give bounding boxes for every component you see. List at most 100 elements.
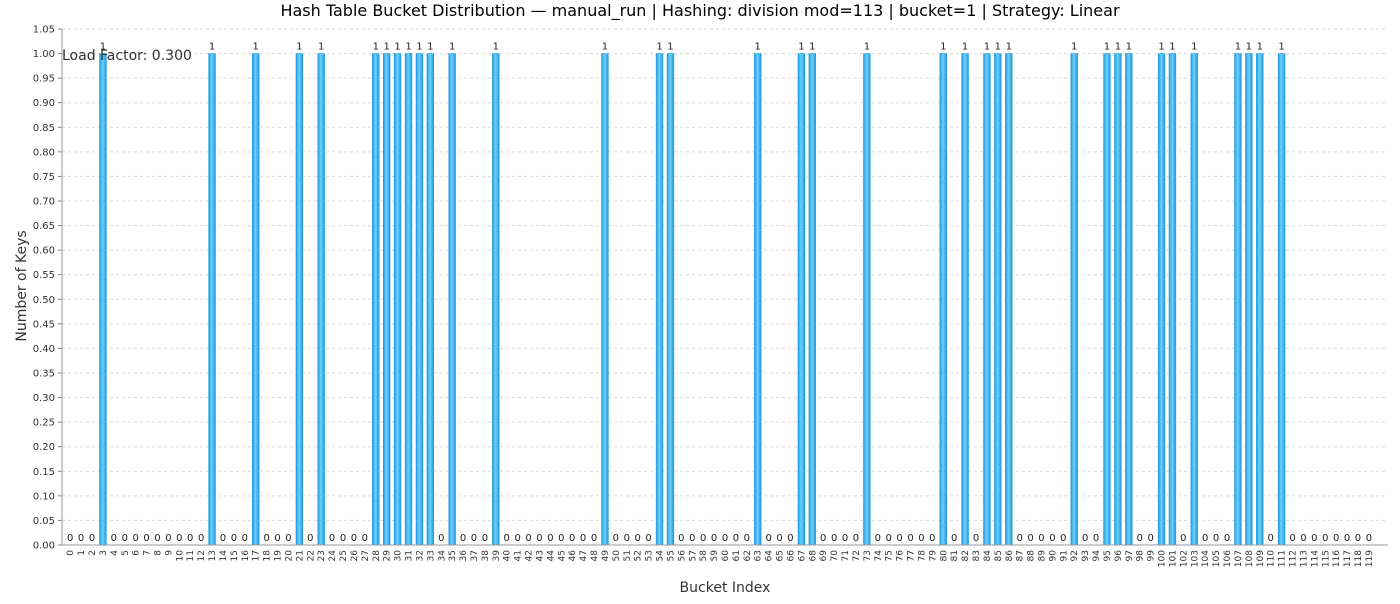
bar-value-label: 0 [886, 533, 892, 544]
x-tick-label: 12 [197, 550, 207, 561]
bar-value-label: 0 [558, 533, 564, 544]
x-tick-label: 32 [415, 550, 425, 561]
bar-value-label: 0 [1137, 533, 1143, 544]
x-tick-label: 64 [765, 550, 775, 562]
x-tick-label: 58 [699, 550, 709, 562]
x-tick-label: 95 [1103, 550, 1113, 561]
x-tick-label: 68 [808, 550, 818, 562]
bar-value-label: 0 [362, 533, 368, 544]
x-tick-label: 6 [132, 550, 142, 556]
bar-value-label: 0 [482, 533, 488, 544]
x-tick-label: 115 [1321, 550, 1331, 567]
bar-value-label: 0 [504, 533, 510, 544]
x-tick-label: 74 [874, 550, 884, 562]
bar-value-label: 0 [340, 533, 346, 544]
bar-value-label: 0 [580, 533, 586, 544]
x-tick-label: 102 [1179, 550, 1189, 567]
bar-value-label: 0 [689, 533, 695, 544]
x-tick-label: 49 [601, 550, 611, 562]
bar-value-label: 0 [1333, 533, 1339, 544]
bar-value-label: 0 [907, 533, 913, 544]
x-tick-label: 97 [1125, 550, 1135, 561]
chart-title: Hash Table Bucket Distribution — manual_… [280, 1, 1119, 21]
bar [863, 53, 871, 546]
x-tick-label: 24 [328, 550, 338, 562]
x-tick-label: 20 [284, 550, 294, 562]
x-tick-label: 14 [219, 550, 229, 562]
x-tick-label: 94 [1092, 550, 1102, 562]
x-tick-label: 43 [535, 550, 545, 561]
bar-value-label: 0 [1016, 533, 1022, 544]
x-tick-label: 9 [164, 550, 174, 556]
bar-value-label: 1 [1158, 42, 1164, 53]
x-tick-label: 112 [1289, 550, 1299, 567]
bar-value-label: 0 [285, 533, 291, 544]
x-tick-label: 106 [1223, 550, 1233, 567]
bar-value-label: 0 [635, 533, 641, 544]
bar [601, 53, 609, 546]
y-axis-label: Number of Keys [14, 230, 30, 341]
y-tick-label: 0.35 [33, 369, 55, 380]
bar-value-label: 1 [373, 42, 379, 53]
bar-value-label: 0 [1213, 533, 1219, 544]
bar-value-label: 1 [383, 42, 389, 53]
x-tick-label: 19 [274, 550, 284, 562]
bar-value-label: 1 [1257, 42, 1263, 53]
bar-value-label: 0 [711, 533, 717, 544]
bar [961, 53, 969, 546]
bar-value-label: 0 [198, 533, 204, 544]
bar-value-label: 0 [220, 533, 226, 544]
bar-value-label: 0 [1027, 533, 1033, 544]
x-tick-label: 27 [361, 550, 371, 561]
bar-value-label: 0 [165, 533, 171, 544]
bar [1256, 53, 1264, 546]
x-tick-label: 29 [383, 550, 393, 562]
bar-value-label: 0 [951, 533, 957, 544]
axes: 0.00 0.05 0.10 0.15 0.20 0.25 0.30 0.35 0.40 0.45… [33, 25, 1388, 567]
bar [1070, 53, 1078, 546]
bar-value-label: 0 [929, 533, 935, 544]
x-tick-label: 4 [110, 550, 120, 556]
x-tick-label: 38 [481, 550, 491, 562]
bar-value-label: 1 [296, 42, 302, 53]
bar-value-label: 0 [1093, 533, 1099, 544]
bar-value-label: 0 [569, 533, 575, 544]
x-tick-label: 110 [1267, 550, 1277, 567]
bar-value-label: 0 [329, 533, 335, 544]
x-tick-label: 105 [1212, 550, 1222, 567]
bar-value-label: 0 [89, 533, 95, 544]
y-tick-label: 0.90 [33, 98, 55, 109]
x-tick-label: 63 [754, 550, 764, 561]
bar [448, 53, 456, 546]
bar-value-label: 0 [242, 533, 248, 544]
x-tick-label: 70 [830, 550, 840, 562]
x-tick-label: 35 [448, 550, 458, 561]
x-tick-label: 47 [579, 550, 589, 561]
bar-value-label: 0 [1202, 533, 1208, 544]
bar [1234, 53, 1242, 546]
bar-value-label: 0 [351, 533, 357, 544]
x-tick-label: 91 [1059, 550, 1069, 561]
x-tick-label: 85 [994, 550, 1004, 561]
x-tick-label: 108 [1245, 550, 1255, 567]
bar [666, 53, 675, 546]
bar-value-label: 0 [973, 533, 979, 544]
bar [393, 53, 402, 546]
x-tick-label: 59 [710, 550, 720, 562]
bar-value-label: 0 [744, 533, 750, 544]
bar-value-label: 0 [776, 533, 782, 544]
bar [655, 53, 664, 546]
bar-value-label: 0 [842, 533, 848, 544]
bar-value-label: 0 [536, 533, 542, 544]
x-tick-label: 62 [743, 550, 753, 561]
bar-value-label: 1 [100, 42, 106, 53]
x-tick-label: 114 [1310, 550, 1320, 567]
x-tick-label: 23 [317, 550, 327, 561]
x-tick-label: 25 [339, 550, 349, 561]
x-tick-label: 13 [208, 550, 218, 561]
x-tick-label: 72 [852, 550, 862, 561]
bar-value-label: 0 [438, 533, 444, 544]
y-tick-label: 0.40 [33, 344, 55, 355]
